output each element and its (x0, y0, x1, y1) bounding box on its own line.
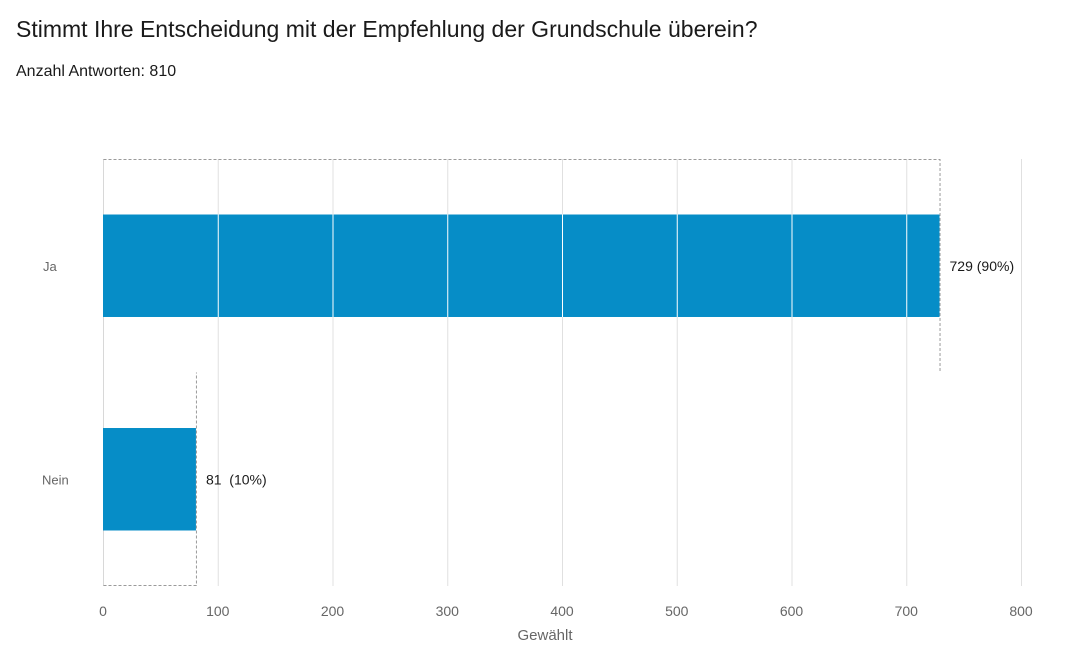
x-tick-label: 0 (99, 603, 107, 619)
x-tick-label: 700 (895, 603, 919, 619)
x-tick-label: 500 (665, 603, 689, 619)
x-tick-label: 600 (780, 603, 804, 619)
x-tick-label: 200 (321, 603, 345, 619)
data-label: 81 (10%) (206, 471, 267, 487)
x-tick-label: 300 (436, 603, 460, 619)
category-label: Nein (42, 472, 69, 487)
value-guide (103, 159, 941, 373)
bar-nein (103, 428, 196, 531)
data-label: 729 (90%) (950, 258, 1015, 274)
category-label: Ja (43, 259, 58, 274)
value-guides (103, 159, 941, 586)
x-tick-label: 800 (1009, 603, 1033, 619)
labels: 0 100 200 300 400 500 600 700 800 Ja 729 (90%) Nein… (42, 258, 1033, 644)
response-count: Anzahl Antworten: 810 (16, 63, 177, 80)
value-guide (103, 372, 197, 586)
x-tick-label: 100 (206, 603, 230, 619)
chart-title: Stimmt Ihre Entscheidung mit der Empfehl… (16, 16, 758, 42)
x-tick-label: 400 (550, 603, 574, 619)
bars (103, 214, 940, 531)
bar-ja (103, 214, 940, 317)
x-axis-title: Gewählt (517, 627, 573, 644)
